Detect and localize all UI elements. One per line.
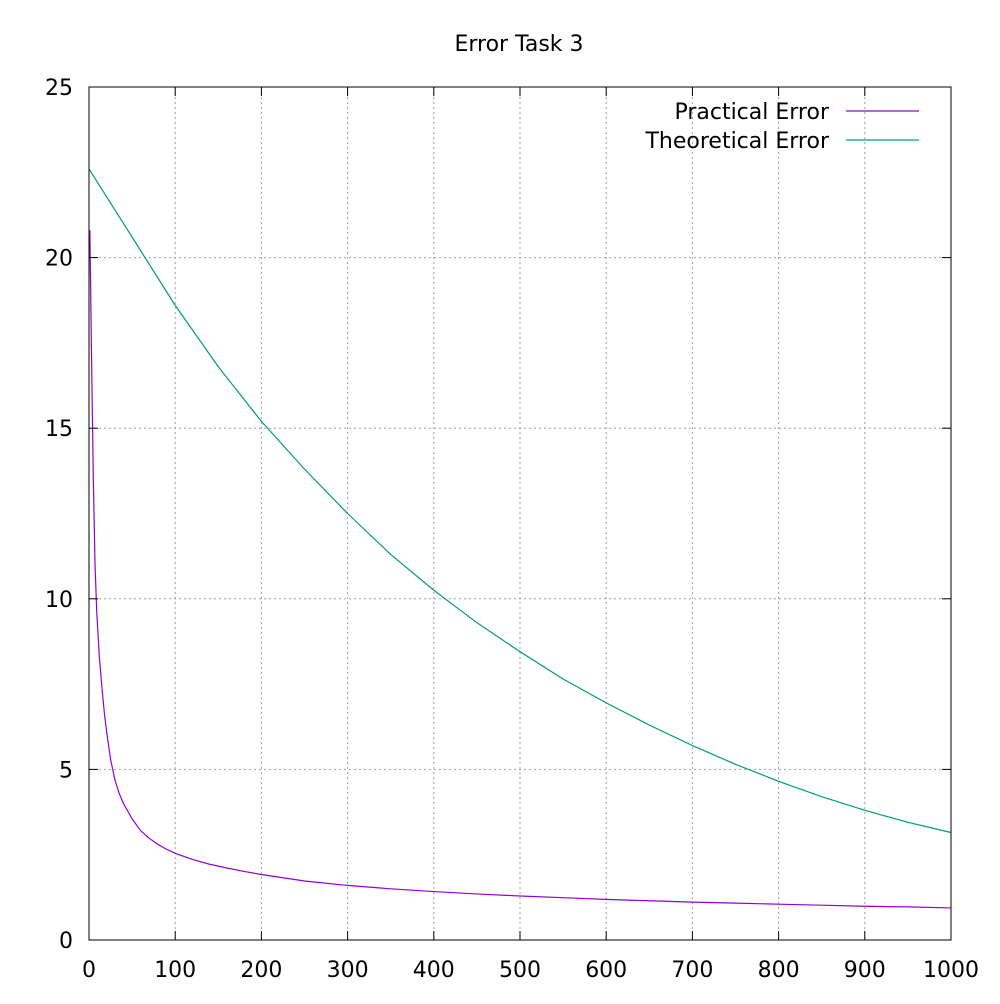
y-tick-label: 25: [45, 76, 73, 101]
x-tick-label: 800: [758, 958, 800, 983]
y-tick-label: 5: [59, 758, 73, 783]
tick-layer: [88, 86, 952, 941]
x-tick-label: 500: [499, 958, 541, 983]
x-tick-label: 700: [671, 958, 713, 983]
y-tick-label: 0: [59, 929, 73, 954]
legend: Practical Error Theoretical Error: [644, 100, 919, 154]
x-tick-label: 600: [585, 958, 627, 983]
x-tick-label: 400: [413, 958, 455, 983]
y-tick-label: 15: [45, 417, 73, 442]
y-tick-label: 10: [45, 588, 73, 613]
x-tick-label: 900: [844, 958, 886, 983]
practical-error-line: [89, 230, 952, 909]
theoretical-error-line: [88, 168, 952, 834]
x-tick-label: 0: [82, 958, 96, 983]
legend-label-theoretical-error: Theoretical Error: [644, 129, 829, 154]
series-layer: [88, 168, 952, 909]
grid-layer: [89, 87, 951, 940]
x-tick-label: 100: [154, 958, 196, 983]
x-tick-label: 300: [327, 958, 369, 983]
legend-label-practical-error: Practical Error: [674, 100, 830, 125]
y-tick-label: 20: [45, 247, 73, 272]
x-tick-label: 1000: [923, 958, 979, 983]
tick-label-layer: 0 100 200 300 400 500 600 700 800 900 1000 0 5 10 15 20…: [45, 76, 979, 983]
chart-title: Error Task 3: [454, 32, 583, 57]
x-tick-label: 200: [240, 958, 282, 983]
